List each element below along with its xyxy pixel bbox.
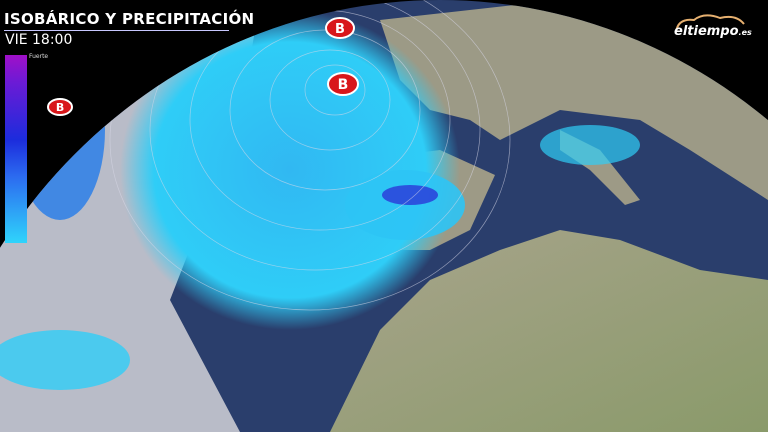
cloud-logo-icon — [675, 14, 745, 33]
low-pressure-label: B — [335, 22, 345, 37]
legend-top-label: Fuerte — [29, 53, 49, 60]
title-underline — [4, 30, 229, 31]
precip-west — [15, 40, 105, 220]
forecast-time: VIE 18:00 — [5, 32, 73, 48]
low-pressure-label: B — [338, 77, 349, 93]
low-pressure-marker: B — [47, 98, 73, 116]
brand-logo: eltiempo.es — [674, 24, 752, 39]
brand-suffix: .es — [738, 28, 752, 37]
brand-name: eltiempo — [674, 24, 739, 39]
precip-italy — [540, 125, 640, 165]
precipitation-legend-bar — [5, 55, 27, 243]
low-pressure-marker: B — [325, 17, 355, 39]
precip-cyclone — [120, 10, 460, 330]
precip-heavy — [382, 185, 438, 205]
precip-iberia — [345, 170, 465, 240]
low-pressure-marker: B — [327, 72, 359, 96]
map-title: ISOBÁRICO Y PRECIPITACIÓN — [4, 10, 255, 28]
precip-southwest — [0, 330, 130, 390]
land-africa — [330, 230, 768, 432]
low-pressure-label: B — [56, 101, 64, 114]
